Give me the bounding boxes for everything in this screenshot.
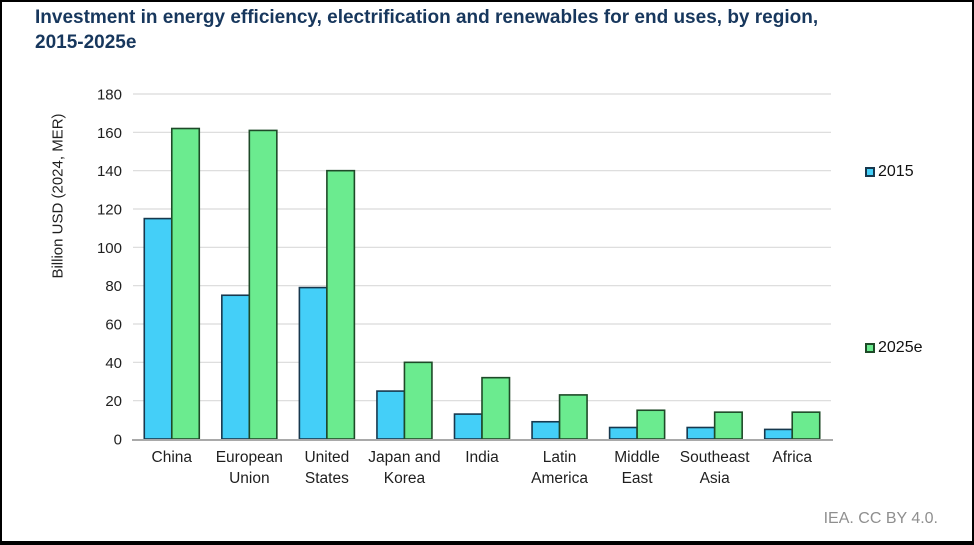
legend-swatch-2025e-icon (865, 343, 875, 353)
legend-item-2015: 2015 (865, 163, 914, 181)
y-tick-label: 100 (97, 240, 122, 257)
bar-2015-European Union (221, 294, 251, 440)
y-tick-label: 140 (97, 163, 122, 180)
x-category-label: Asia (700, 470, 731, 487)
y-tick-label: 40 (105, 355, 122, 372)
bar-2015-Latin America (531, 420, 561, 440)
x-category-label: States (305, 470, 349, 487)
x-category-label: United (304, 449, 349, 466)
x-category-label: Middle (614, 449, 660, 466)
bar-2025e-Japan and Korea (403, 361, 433, 440)
bar-2025e-Africa (791, 411, 821, 440)
y-tick-label: 120 (97, 202, 122, 219)
x-category-label: East (622, 470, 654, 487)
y-tick-label: 0 (114, 432, 122, 449)
x-category-label: European (216, 449, 283, 466)
bar-2025e-Southeast Asia (713, 411, 743, 440)
x-category-label: Union (229, 470, 270, 487)
legend-swatch-2015-icon (865, 167, 875, 177)
bar-2025e-China (170, 127, 201, 440)
y-tick-label: 160 (97, 125, 122, 142)
page-title-line1: Investment in energy efficiency, electri… (35, 7, 819, 28)
y-tick-label: 80 (105, 278, 122, 295)
x-category-label: Japan and (368, 449, 440, 466)
y-tick-label: 60 (105, 317, 122, 334)
x-category-label: India (465, 449, 499, 466)
bar-2015-Africa (763, 428, 794, 440)
credit-text: IEA. CC BY 4.0. (823, 510, 938, 527)
legend-item-2025e: 2025e (865, 339, 923, 357)
bar-2015-Japan and Korea (376, 390, 406, 440)
bar-2025e-Latin America (558, 394, 588, 440)
bar-2025e-United States (326, 169, 356, 440)
x-category-label: Korea (384, 470, 426, 487)
bar-2025e-India (481, 376, 511, 440)
legend-label-2015: 2015 (878, 163, 914, 180)
y-tick-label: 20 (105, 393, 122, 410)
bar-2015-India (453, 413, 483, 440)
x-category-label: Latin (543, 449, 577, 466)
bar-2015-China (143, 217, 173, 440)
bar-2015-United States (298, 286, 328, 440)
x-category-label: Southeast (680, 449, 750, 466)
bar-2025e-Middle East (636, 409, 666, 440)
x-category-label: China (152, 449, 193, 466)
legend-label-2025e: 2025e (878, 339, 923, 356)
bar-2015-Southeast Asia (686, 426, 716, 440)
y-tick-label: 180 (97, 87, 122, 104)
bar-2025e-European Union (248, 129, 278, 440)
bar-2015-Middle East (608, 426, 638, 440)
x-category-label: America (531, 470, 588, 487)
page-title: Investment in energy efficiency, electri… (35, 5, 965, 55)
x-category-label: Africa (772, 449, 812, 466)
page-title-line2: 2015-2025e (35, 32, 137, 53)
